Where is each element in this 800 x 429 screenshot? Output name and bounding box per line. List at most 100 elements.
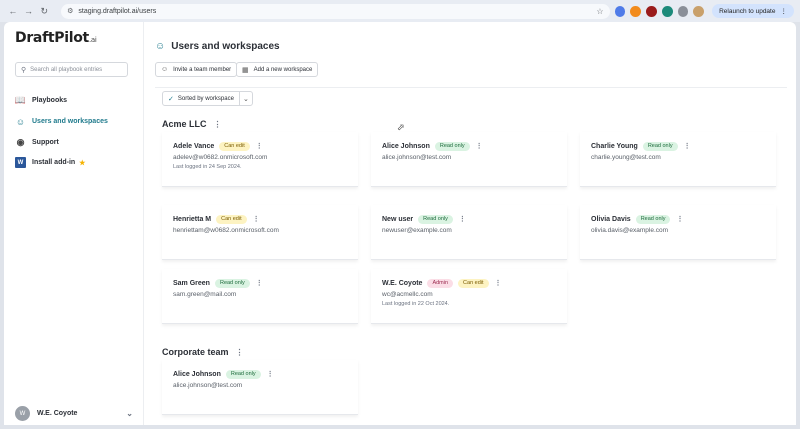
sidebar-item-support[interactable]: ◉ Support <box>15 137 59 148</box>
sidebar-item-playbooks[interactable]: 📖 Playbooks <box>15 95 67 106</box>
relaunch-button[interactable]: Relaunch to update ⋮ <box>712 4 794 18</box>
extension-4-icon[interactable] <box>661 5 673 17</box>
profile-avatar[interactable] <box>693 5 705 17</box>
relaunch-label: Relaunch to update <box>719 7 776 15</box>
book-icon: 📖 <box>14 95 27 105</box>
site-info-icon[interactable]: ⚙ <box>67 8 74 15</box>
member-card[interactable]: Alice Johnson Read only ⋮ alice.johnson@tes… <box>371 132 567 187</box>
forward-icon[interactable]: → <box>24 6 34 16</box>
logo[interactable]: DraftPilot.ai <box>15 30 97 46</box>
address-bar[interactable]: ⚙ staging.draftpilot.ai/users ☆ <box>61 3 610 19</box>
member-name: New user <box>382 215 414 223</box>
invite-label: Invite a team member <box>173 66 232 73</box>
member-card[interactable]: New user Read only ⋮ newuser@example.com <box>371 205 567 260</box>
workspace-menu-icon[interactable]: ⋮ <box>235 347 244 357</box>
users-icon: ☺ <box>15 116 26 127</box>
member-menu-icon[interactable]: ⋮ <box>255 280 263 287</box>
member-menu-icon[interactable]: ⋮ <box>252 216 260 223</box>
search-placeholder: Search all playbook entries <box>30 66 103 73</box>
member-card-header: Alice Johnson Read only ⋮ <box>173 369 358 379</box>
member-menu-icon[interactable]: ⋮ <box>255 143 263 150</box>
member-menu-icon[interactable]: ⋮ <box>475 143 483 150</box>
extension-3-icon[interactable] <box>646 5 657 17</box>
logo-suffix: .ai <box>88 36 97 44</box>
member-card-header: Alice Johnson Read only ⋮ <box>382 141 567 151</box>
member-email: alice.johnson@test.com <box>382 154 452 161</box>
extensions-puzzle-icon[interactable] <box>677 5 689 17</box>
member-email: adelev@w0682.onmicrosoft.com <box>173 154 268 161</box>
role-badge: Can edit <box>219 141 250 151</box>
star-icon: ★ <box>79 159 86 167</box>
extension-1-icon[interactable] <box>614 5 626 17</box>
workspace-title: Acme LLC ⋮ <box>162 119 222 129</box>
divider <box>155 87 787 88</box>
logo-text: DraftPilot <box>15 30 89 46</box>
member-email: charlie.young@test.com <box>591 154 661 161</box>
search-icon: ⚲ <box>21 66 27 74</box>
member-name: Olivia Davis <box>591 215 631 223</box>
sidebar-item-label: Support <box>32 139 59 146</box>
sort-dropdown[interactable]: ✓ Sorted by workspace ⌄ <box>162 91 253 106</box>
member-name: Sam Green <box>173 279 210 287</box>
member-card[interactable]: W.E. Coyote Admin Can edit ⋮ wc@acmellc.com L… <box>371 269 567 324</box>
role-badge: Read only <box>225 369 261 379</box>
member-card-header: Olivia Davis Read only ⋮ <box>591 214 776 224</box>
page-title: ☺ Users and workspaces <box>155 41 280 52</box>
role-badge: Can edit <box>458 278 489 288</box>
invite-member-button[interactable]: ☺ Invite a team member <box>155 62 238 77</box>
workspace-menu-icon[interactable]: ⋮ <box>213 119 222 129</box>
sort-label[interactable]: ✓ Sorted by workspace <box>163 92 239 105</box>
member-menu-icon[interactable]: ⋮ <box>266 371 274 378</box>
member-name: Alice Johnson <box>382 142 430 150</box>
sidebar-item-label: Users and workspaces <box>32 118 108 125</box>
member-menu-icon[interactable]: ⋮ <box>683 143 691 150</box>
role-badge: Read only <box>214 278 250 288</box>
sidebar-item-users[interactable]: ☺ Users and workspaces <box>15 116 108 127</box>
member-name: W.E. Coyote <box>382 279 423 287</box>
role-badge: Can edit <box>216 214 247 224</box>
mouse-cursor-icon: ⬀ <box>397 122 405 132</box>
member-email: newuser@example.com <box>382 227 452 234</box>
role-badge: Read only <box>642 141 678 151</box>
member-card-header: Sam Green Read only ⋮ <box>173 278 358 288</box>
reload-icon[interactable]: ↻ <box>40 5 49 16</box>
member-card[interactable]: Alice Johnson Read only ⋮ alice.johnson@tes… <box>162 360 358 415</box>
role-badge: Read only <box>418 214 453 224</box>
role-badge: Read only <box>635 214 671 224</box>
user-menu[interactable]: W W.E. Coyote ⌄ <box>15 406 133 421</box>
role-badge: Read only <box>434 141 470 151</box>
main-content: ☺ Users and workspaces ☺ Invite a team m… <box>144 22 796 425</box>
member-menu-icon[interactable]: ⋮ <box>676 216 684 223</box>
chevron-down-icon: ⌄ <box>126 409 133 418</box>
word-icon: W <box>15 157 26 168</box>
member-name: Charlie Young <box>591 142 638 150</box>
back-icon[interactable]: ← <box>8 6 18 16</box>
member-card[interactable]: Henrietta M Can edit ⋮ henriettam@w0682.onm… <box>162 205 358 260</box>
member-name: Adele Vance <box>173 142 215 150</box>
add-workspace-button[interactable]: ▦ Add a new workspace <box>236 62 319 77</box>
role-badge: Admin <box>427 278 454 288</box>
workspace-title: Corporate team ⋮ <box>162 347 244 357</box>
member-card[interactable]: Charlie Young Read only ⋮ charlie.young@tes… <box>580 132 776 187</box>
workspace-icon: ▦ <box>242 66 249 74</box>
workspace-name: Corporate team <box>162 347 229 357</box>
sidebar-item-install-addin[interactable]: W Install add-in ★ <box>15 157 85 168</box>
member-name: Henrietta M <box>173 215 212 223</box>
app-page: DraftPilot.ai ⚲ Search all playbook entr… <box>4 22 796 425</box>
extension-2-icon[interactable] <box>630 5 642 17</box>
bookmark-star-icon[interactable]: ☆ <box>596 6 604 16</box>
check-icon: ✓ <box>168 95 174 103</box>
page-title-text: Users and workspaces <box>171 41 280 52</box>
member-card-header: W.E. Coyote Admin Can edit ⋮ <box>382 278 567 288</box>
member-name: Alice Johnson <box>173 370 221 378</box>
member-menu-icon[interactable]: ⋮ <box>494 280 502 287</box>
member-card[interactable]: Sam Green Read only ⋮ sam.green@mail.com <box>162 269 358 324</box>
member-email: wc@acmellc.com <box>382 291 433 298</box>
search-input[interactable]: ⚲ Search all playbook entries <box>15 62 128 77</box>
sidebar-item-label: Playbooks <box>32 97 68 104</box>
member-card[interactable]: Adele Vance Can edit ⋮ adelev@w0682.onmicro… <box>162 132 358 187</box>
member-menu-icon[interactable]: ⋮ <box>458 216 466 223</box>
member-card[interactable]: Olivia Davis Read only ⋮ olivia.davis@examp… <box>580 205 776 260</box>
member-email: sam.green@mail.com <box>173 291 237 298</box>
chevron-down-icon[interactable]: ⌄ <box>238 92 252 105</box>
